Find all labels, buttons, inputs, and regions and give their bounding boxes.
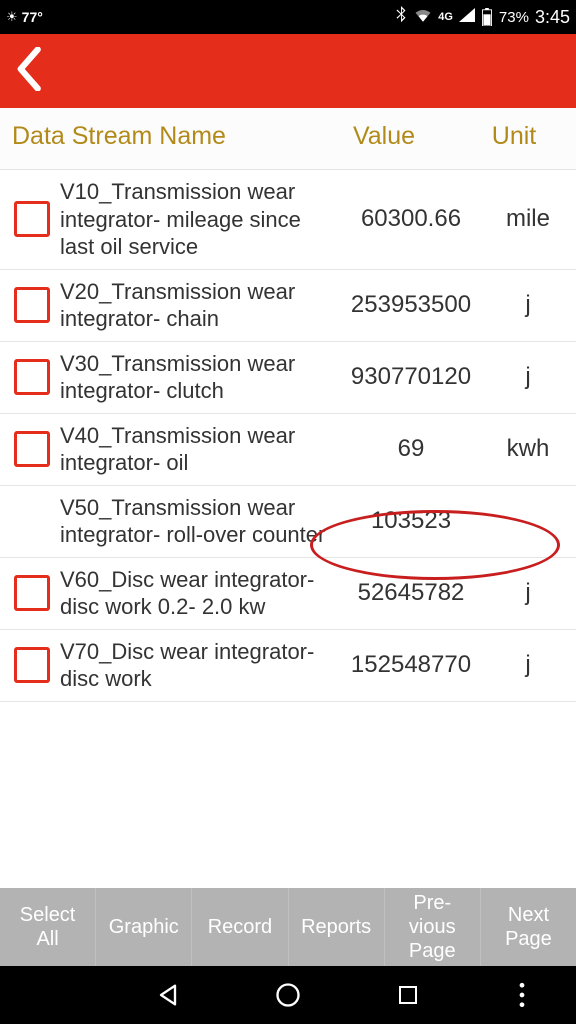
action-button[interactable]: Record <box>192 888 288 966</box>
row-name: V70_Disc wear integrator- disc work <box>60 638 336 693</box>
wifi-icon <box>414 8 432 26</box>
row-value: 69 <box>336 435 486 463</box>
nav-recent-icon[interactable] <box>378 975 438 1015</box>
checkbox[interactable] <box>14 287 50 323</box>
back-button[interactable] <box>10 47 46 96</box>
weather-icon: ☀ <box>6 9 18 25</box>
col-header-name: Data Stream Name <box>12 122 304 151</box>
row-name: V10_Transmission wear integrator- mileag… <box>60 178 336 261</box>
row-unit: j <box>486 363 570 391</box>
row-value: 60300.66 <box>336 205 486 233</box>
nav-menu-icon[interactable] <box>498 975 546 1015</box>
status-left: ☀ 77° <box>6 9 43 25</box>
action-button[interactable]: Reports <box>289 888 385 966</box>
checkbox-placeholder <box>14 503 50 539</box>
row-unit: j <box>486 579 570 607</box>
row-name: V20_Transmission wear integrator- chain <box>60 278 336 333</box>
col-header-value: Value <box>304 122 464 151</box>
row-value: 103523 <box>336 507 486 535</box>
row-value: 152548770 <box>336 651 486 679</box>
table-row: V30_Transmission wear integrator- clutch… <box>0 342 576 414</box>
checkbox[interactable] <box>14 359 50 395</box>
status-time: 3:45 <box>535 7 570 28</box>
row-unit: j <box>486 651 570 679</box>
action-button[interactable]: Select All <box>0 888 96 966</box>
network-label: 4G <box>438 11 453 23</box>
col-header-unit: Unit <box>464 122 564 151</box>
row-value: 930770120 <box>336 363 486 391</box>
table-row: V20_Transmission wear integrator- chain2… <box>0 270 576 342</box>
table-header: Data Stream Name Value Unit <box>0 108 576 170</box>
status-bar: ☀ 77° 4G 73% 3:45 <box>0 0 576 34</box>
checkbox[interactable] <box>14 575 50 611</box>
nav-home-icon[interactable] <box>258 975 318 1015</box>
row-unit: mile <box>486 205 570 233</box>
table-row: V50_Transmission wear integrator- roll-o… <box>0 486 576 558</box>
action-bar: Select AllGraphicRecordReportsPre- vious… <box>0 888 576 966</box>
table-row: V60_Disc wear integrator- disc work 0.2-… <box>0 558 576 630</box>
bluetooth-icon <box>394 6 408 28</box>
battery-icon <box>481 8 493 26</box>
row-name: V30_Transmission wear integrator- clutch <box>60 350 336 405</box>
row-name: V60_Disc wear integrator- disc work 0.2-… <box>60 566 336 621</box>
checkbox[interactable] <box>14 201 50 237</box>
row-value: 52645782 <box>336 579 486 607</box>
action-button[interactable]: Next Page <box>481 888 576 966</box>
app-header <box>0 34 576 108</box>
row-name: V40_Transmission wear integrator- oil <box>60 422 336 477</box>
rows-container: V10_Transmission wear integrator- mileag… <box>0 170 576 702</box>
action-button[interactable]: Graphic <box>96 888 192 966</box>
row-value: 253953500 <box>336 291 486 319</box>
nav-back-icon[interactable] <box>138 975 198 1015</box>
status-right: 4G 73% 3:45 <box>394 6 570 28</box>
android-nav-bar <box>0 966 576 1024</box>
row-unit: kwh <box>486 435 570 463</box>
checkbox[interactable] <box>14 647 50 683</box>
signal-icon <box>459 8 475 26</box>
table-row: V70_Disc wear integrator- disc work15254… <box>0 630 576 702</box>
checkbox[interactable] <box>14 431 50 467</box>
row-name: V50_Transmission wear integrator- roll-o… <box>60 494 336 549</box>
battery-percent: 73% <box>499 9 529 26</box>
action-button[interactable]: Pre- vious Page <box>385 888 481 966</box>
table-row: V10_Transmission wear integrator- mileag… <box>0 170 576 270</box>
row-unit: j <box>486 291 570 319</box>
temperature: 77° <box>22 9 43 25</box>
table-row: V40_Transmission wear integrator- oil69k… <box>0 414 576 486</box>
